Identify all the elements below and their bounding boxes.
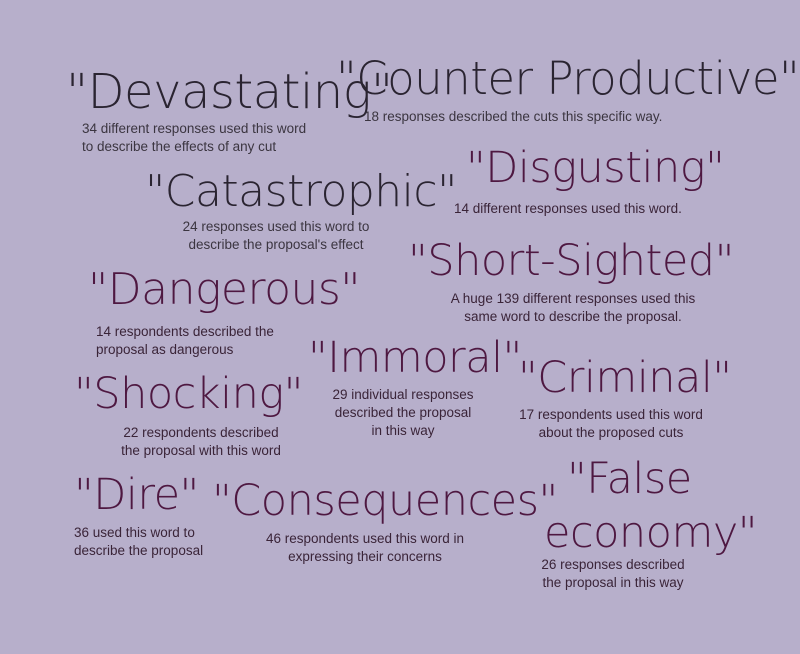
- word-catastrophic: "Catastrophic": [145, 166, 457, 217]
- note-short-sighted: A huge 139 different responses used this…: [450, 291, 696, 324]
- note-disgusting: 14 different responses used this word.: [454, 201, 682, 216]
- note-counter-productive: 18 responses described the cuts this spe…: [364, 109, 663, 124]
- word-criminal: "Criminal": [518, 353, 732, 403]
- note-dangerous: 14 respondents described the proposal as…: [96, 324, 274, 357]
- word-false: "False: [567, 454, 692, 504]
- word-short-sighted: "Short-Sighted": [408, 236, 734, 286]
- word-economy: economy": [544, 508, 758, 558]
- word-dangerous: "Dangerous": [88, 264, 361, 315]
- note-dire: 36 used this word to describe the propos…: [74, 525, 204, 558]
- word-consequences: "Consequences": [212, 476, 558, 526]
- note-shocking: 22 respondents described the proposal wi…: [121, 425, 281, 458]
- word-shocking: "Shocking": [74, 369, 303, 419]
- note-consequences: 46 respondents used this word in express…: [265, 531, 465, 564]
- word-devastating: "Devastating": [66, 64, 393, 120]
- note-immoral: 29 individual responses described the pr…: [332, 387, 474, 438]
- note-devastating: 34 different responses used this word to…: [82, 121, 307, 154]
- word-immoral: "Immoral": [308, 333, 522, 383]
- note-criminal: 17 respondents used this word about the …: [519, 407, 703, 440]
- word-counter-productive: "Counter Productive": [336, 52, 800, 105]
- note-catastrophic: 24 responses used this word to describe …: [182, 219, 370, 252]
- note-false-economy: 26 responses described the proposal in t…: [541, 557, 685, 590]
- word-disgusting: "Disgusting": [466, 143, 725, 193]
- word-dire: "Dire": [74, 470, 199, 520]
